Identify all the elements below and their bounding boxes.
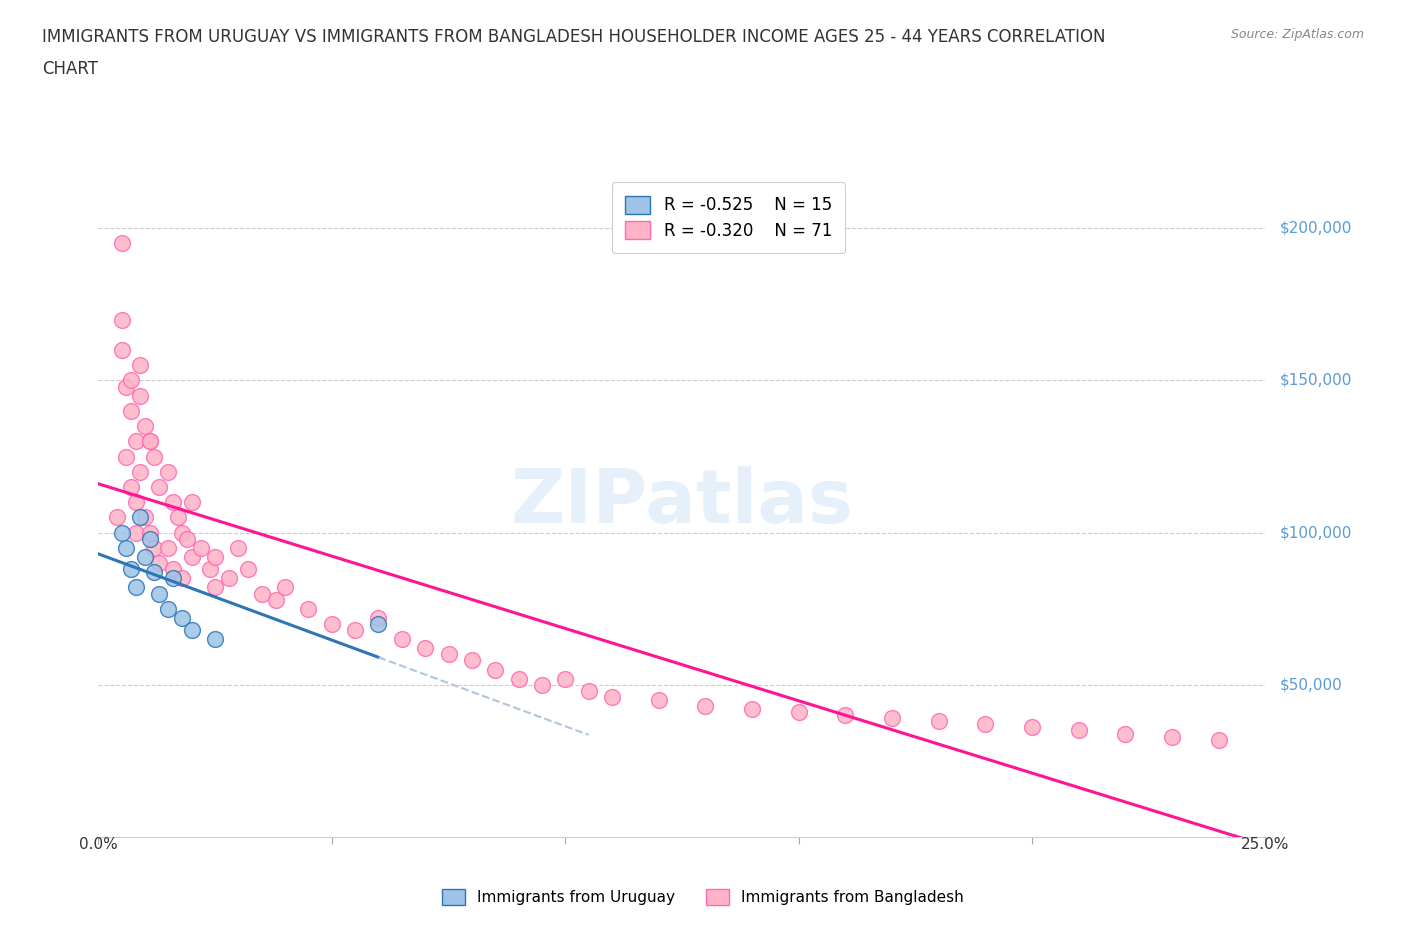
Point [111, 342, 134, 357]
Point [134, 550, 156, 565]
Point [274, 580, 297, 595]
Text: Source: ZipAtlas.com: Source: ZipAtlas.com [1230, 28, 1364, 41]
Text: CHART: CHART [42, 60, 98, 78]
Point [129, 358, 152, 373]
Point [172, 610, 194, 625]
Point [157, 464, 180, 479]
Point [125, 495, 148, 510]
Point [367, 610, 389, 625]
Point [111, 525, 134, 540]
Point [647, 693, 669, 708]
Point [143, 565, 166, 579]
Point [176, 531, 198, 546]
Text: $200,000: $200,000 [1279, 220, 1351, 236]
Point [143, 449, 166, 464]
Point [134, 418, 156, 433]
Point [129, 388, 152, 403]
Point [105, 510, 128, 525]
Point [180, 622, 202, 637]
Point [236, 562, 259, 577]
Point [391, 631, 413, 646]
Point [344, 622, 367, 637]
Point [166, 510, 188, 525]
Point [111, 312, 134, 327]
Point [111, 236, 134, 251]
Text: 25.0%: 25.0% [1241, 837, 1289, 852]
Point [297, 602, 319, 617]
Point [204, 550, 226, 565]
Point [974, 717, 997, 732]
Text: IMMIGRANTS FROM URUGUAY VS IMMIGRANTS FROM BANGLADESH HOUSEHOLDER INCOME AGES 25: IMMIGRANTS FROM URUGUAY VS IMMIGRANTS FR… [42, 28, 1105, 46]
Point [139, 434, 162, 449]
Legend: Immigrants from Uruguay, Immigrants from Bangladesh: Immigrants from Uruguay, Immigrants from… [434, 882, 972, 913]
Point [139, 531, 162, 546]
Point [413, 641, 436, 656]
Point [554, 671, 576, 686]
Text: $150,000: $150,000 [1279, 373, 1351, 388]
Point [508, 671, 530, 686]
Point [928, 714, 950, 729]
Point [437, 647, 460, 662]
Point [250, 586, 273, 601]
Point [115, 449, 138, 464]
Text: ZIPatlas: ZIPatlas [510, 466, 853, 538]
Point [134, 510, 156, 525]
Text: 0.0%: 0.0% [79, 837, 118, 852]
Point [120, 404, 142, 418]
Point [461, 653, 484, 668]
Point [129, 510, 152, 525]
Point [1161, 729, 1184, 744]
Point [204, 580, 226, 595]
Point [204, 631, 226, 646]
Point [1067, 723, 1090, 737]
Point [1208, 732, 1230, 747]
Point [120, 373, 142, 388]
Point [578, 684, 600, 698]
Point [367, 617, 389, 631]
Point [600, 689, 623, 704]
Point [148, 555, 170, 570]
Point [321, 617, 343, 631]
Point [162, 495, 184, 510]
Text: $50,000: $50,000 [1279, 677, 1343, 692]
Point [1114, 726, 1136, 741]
Point [190, 540, 212, 555]
Point [180, 495, 202, 510]
Point [880, 711, 903, 725]
Point [218, 571, 240, 586]
Point [125, 434, 148, 449]
Point [530, 677, 553, 692]
Point [228, 540, 250, 555]
Point [125, 525, 148, 540]
Point [787, 705, 810, 720]
Text: $100,000: $100,000 [1279, 525, 1351, 540]
Point [172, 525, 194, 540]
Point [115, 379, 138, 394]
Legend: R = -0.525    N = 15, R = -0.320    N = 71: R = -0.525 N = 15, R = -0.320 N = 71 [612, 182, 845, 253]
Point [157, 540, 180, 555]
Point [172, 571, 194, 586]
Point [125, 580, 148, 595]
Point [148, 586, 170, 601]
Point [695, 698, 717, 713]
Point [162, 571, 184, 586]
Point [148, 480, 170, 495]
Point [139, 525, 162, 540]
Point [180, 550, 202, 565]
Point [162, 562, 184, 577]
Point [264, 592, 287, 607]
Point [741, 702, 763, 717]
Point [484, 662, 506, 677]
Point [120, 562, 142, 577]
Point [139, 434, 162, 449]
Point [1021, 720, 1043, 735]
Point [143, 540, 166, 555]
Point [120, 480, 142, 495]
Point [129, 464, 152, 479]
Point [157, 602, 180, 617]
Point [200, 562, 222, 577]
Point [834, 708, 856, 723]
Point [115, 540, 138, 555]
